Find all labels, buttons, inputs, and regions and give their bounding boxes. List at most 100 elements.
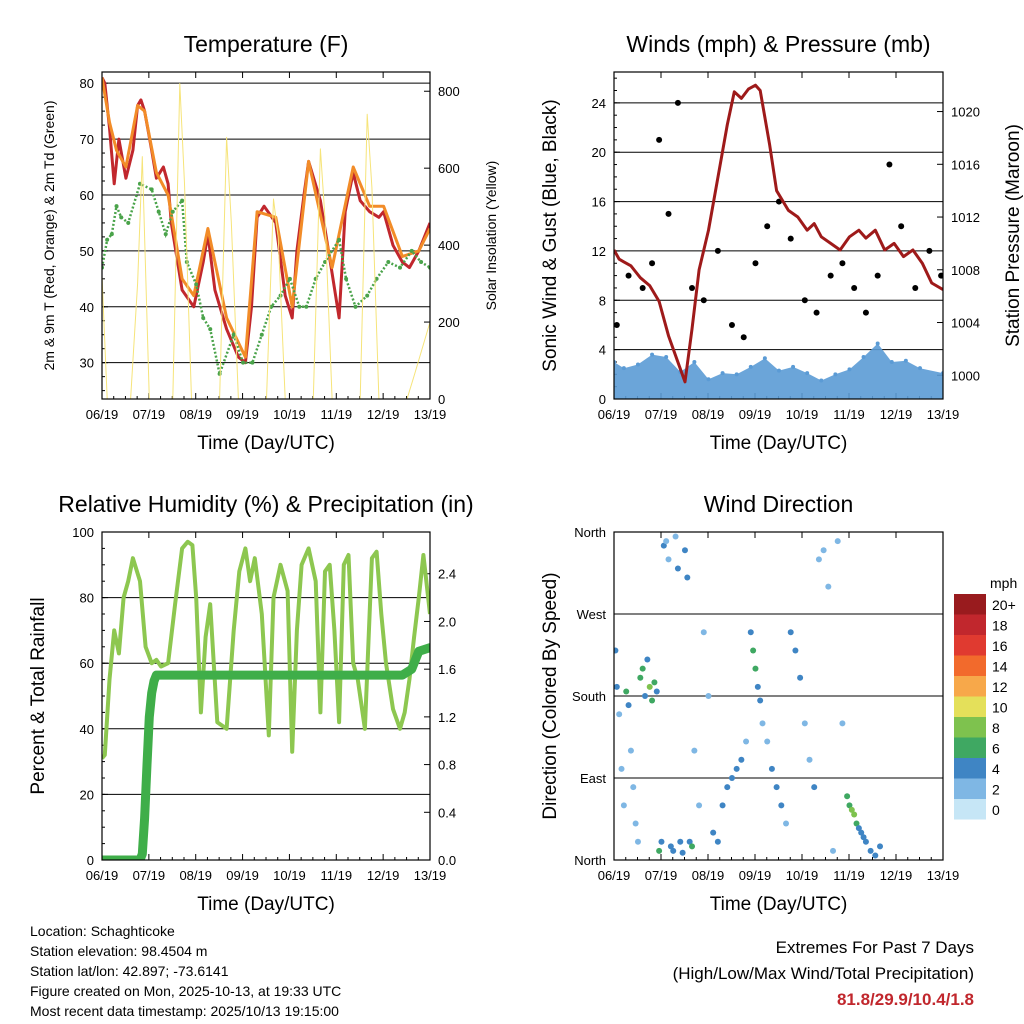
- data-point: [797, 674, 804, 681]
- y-axis-label: 2m & 9m T (Red, Orange) & 2m Td (Green): [41, 101, 57, 371]
- data-point: [665, 556, 672, 563]
- legend-label: 14: [992, 659, 1008, 675]
- data-point: [825, 583, 832, 590]
- chart-title: Winds (mph) & Pressure (mb): [626, 31, 930, 57]
- data-point: [114, 204, 119, 209]
- data-point: [752, 665, 759, 672]
- data-point: [801, 297, 808, 304]
- data-point: [398, 265, 403, 270]
- data-point: [743, 738, 750, 745]
- data-point: [778, 802, 785, 809]
- data-point: [839, 720, 846, 727]
- data-point: [639, 665, 646, 672]
- x-tick-label: 12/19: [367, 868, 400, 883]
- series-line: [102, 76, 430, 365]
- data-point: [109, 232, 114, 237]
- y2-tick-label: 1000: [951, 368, 980, 383]
- station-location: Location: Schaghticoke: [30, 923, 175, 939]
- data-point: [620, 802, 627, 809]
- y2-tick-label: 1004: [951, 316, 980, 331]
- y-tick-label: North: [574, 853, 606, 868]
- data-point: [304, 304, 309, 309]
- data-point: [646, 683, 653, 690]
- y-tick-label: 20: [592, 145, 606, 160]
- data-point: [365, 293, 370, 298]
- y2-tick-label: 2.4: [438, 567, 456, 582]
- x-tick-label: 13/19: [927, 868, 960, 883]
- data-point: [903, 358, 908, 363]
- data-point: [681, 547, 688, 554]
- data-point: [635, 362, 640, 367]
- legend-swatch: [954, 655, 986, 676]
- data-point: [847, 367, 852, 372]
- data-point: [323, 260, 328, 265]
- data-point: [705, 693, 712, 699]
- x-axis-label: Time (Day/UTC): [197, 894, 335, 915]
- data-point: [875, 341, 880, 346]
- legend-swatch: [954, 614, 986, 635]
- data-point: [889, 359, 894, 364]
- x-tick-label: 07/19: [133, 407, 166, 422]
- data-point: [714, 247, 721, 254]
- data-point: [833, 372, 838, 377]
- data-point: [762, 356, 767, 361]
- data-point: [820, 547, 827, 554]
- legend-label: 10: [992, 700, 1008, 716]
- data-point: [689, 284, 696, 291]
- data-point: [750, 647, 757, 654]
- data-point: [241, 360, 246, 365]
- y-tick-label: 80: [80, 76, 94, 91]
- x-tick-label: 12/19: [880, 407, 913, 422]
- series-total-precipitation: [102, 643, 430, 860]
- y-tick-label: 30: [80, 356, 94, 371]
- x-tick-label: 13/19: [927, 407, 960, 422]
- station-latlon: Station lat/lon: 42.897; -73.6141: [30, 963, 229, 979]
- data-point: [787, 235, 794, 242]
- series-gust: [614, 99, 943, 341]
- series-2m-t: [102, 76, 430, 365]
- legend-label: 12: [992, 679, 1008, 695]
- data-point: [625, 702, 632, 709]
- x-tick-label: 12/19: [367, 407, 400, 422]
- data-point: [938, 272, 943, 279]
- series-line: [102, 83, 430, 399]
- data-point: [642, 693, 649, 699]
- data-point: [872, 852, 879, 859]
- data-point: [660, 542, 667, 549]
- x-tick-label: 07/19: [645, 407, 678, 422]
- x-tick-label: 07/19: [645, 868, 678, 883]
- series-relative-humidity: [102, 539, 430, 760]
- data-point: [639, 284, 646, 291]
- y2-tick-label: 1.6: [438, 662, 456, 677]
- x-tick-label: 11/19: [320, 407, 352, 422]
- panel-humidity: Relative Humidity (%) & Precipitation (i…: [28, 491, 474, 915]
- legend-swatch: [954, 676, 986, 697]
- legend-swatch: [954, 799, 986, 820]
- data-point: [734, 372, 739, 377]
- data-point: [665, 210, 672, 217]
- legend-label: 4: [992, 761, 1000, 777]
- data-point: [618, 765, 625, 772]
- data-point: [670, 847, 677, 854]
- station-info: Location: Schaghticoke Station elevation…: [30, 921, 341, 1021]
- x-axis-label: Time (Day/UTC): [197, 433, 335, 454]
- x-tick-label: 12/19: [880, 868, 913, 883]
- legend-swatch: [954, 737, 986, 758]
- legend-label: 6: [992, 741, 1000, 757]
- legend-swatch: [954, 717, 986, 738]
- x-axis-label: Time (Day/UTC): [710, 433, 848, 454]
- x-tick-label: 08/19: [179, 868, 212, 883]
- data-point: [650, 352, 655, 357]
- data-point: [860, 834, 867, 841]
- y-tick-label: South: [572, 689, 606, 704]
- data-point: [700, 297, 707, 304]
- y2-tick-label: 1008: [951, 263, 980, 278]
- extremes-title: Extremes For Past 7 Days: [775, 938, 974, 957]
- x-tick-label: 06/19: [598, 868, 631, 883]
- x-tick-label: 09/19: [226, 407, 259, 422]
- data-point: [862, 838, 869, 845]
- x-tick-label: 09/19: [226, 868, 259, 883]
- x-tick-label: 08/19: [692, 407, 725, 422]
- data-point: [764, 738, 771, 745]
- data-point: [728, 775, 735, 781]
